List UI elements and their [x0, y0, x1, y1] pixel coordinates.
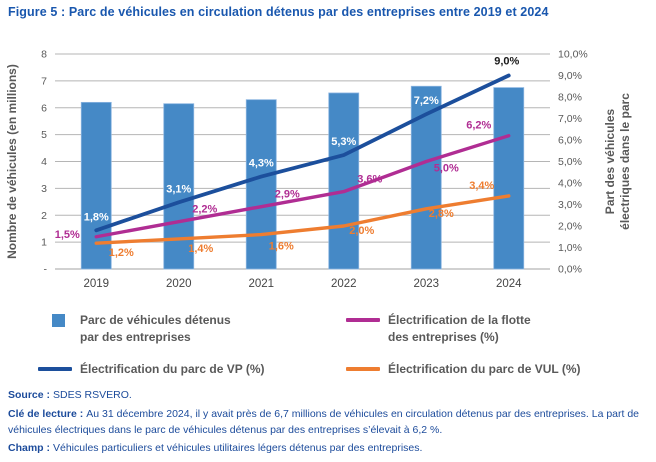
legend-item-bar-parc-label: Parc de véhicules détenus par des entrepr… [80, 313, 231, 345]
bar-2020 [163, 103, 195, 270]
vul-data-label-2021: 1,6% [269, 241, 294, 253]
x-axis-label: 2024 [496, 278, 522, 290]
right-axis-tick-label: 10,0% [558, 49, 588, 61]
right-axis-tick-label: 4,0% [558, 178, 582, 190]
right-axis-tick-label: 5,0% [558, 156, 582, 168]
note-source: Source : SDES RSVERO. [8, 388, 652, 404]
vul-data-label-2022: 2,0% [349, 225, 374, 237]
right-axis-tick-label: 1,0% [558, 242, 582, 254]
figure-title-prefix: Figure 5 : [8, 5, 66, 19]
vp-data-label-2020: 3,1% [166, 183, 191, 195]
right-axis-title-line1: Part des véhicules [603, 108, 617, 214]
left-axis-tick-label: 8 [41, 49, 47, 61]
x-axis-label: 2020 [166, 278, 192, 290]
legend-item-vul-line: Électrification du parc de VUL (%) [344, 361, 632, 378]
right-axis-tick-label: 3,0% [558, 199, 582, 211]
x-axis-label: 2023 [413, 278, 439, 290]
right-axis-tick-label: 6,0% [558, 135, 582, 147]
fleet-data-label-2019: 1,5% [55, 229, 80, 241]
vp-data-label-2023: 7,2% [414, 95, 439, 107]
fleet-line [94, 133, 511, 239]
vul-data-label-2019: 1,2% [109, 247, 134, 259]
left-axis-tick-label: 2 [41, 210, 47, 222]
right-axis-title-line2: électriques dans le parc [618, 93, 632, 230]
fleet-data-label-2024: 6,2% [466, 120, 491, 132]
left-axis-tick-label: 5 [41, 129, 47, 141]
bar-swatch-icon [52, 314, 65, 327]
note-reading-key-label: Clé de lecture : [8, 407, 84, 420]
fleet-data-label-2023: 5,0% [434, 163, 459, 175]
left-axis-tick-label: 4 [41, 156, 47, 168]
left-axis-tick-label: 6 [41, 102, 47, 114]
bar-2024 [493, 87, 525, 270]
legend-item-bar-parc: Parc de véhicules détenus par des entrepr… [36, 312, 344, 347]
right-axis-tick-label: 8,0% [558, 92, 582, 104]
note-scope-label: Champ : [8, 442, 50, 455]
legend-item-vul-line-label: Électrification du parc de VUL (%) [388, 361, 581, 376]
figure-title: Figure 5 : Parc de véhicules en circulat… [8, 5, 652, 19]
fleet-line-swatch-icon [346, 318, 380, 322]
vp-data-label-2021: 4,3% [249, 158, 274, 170]
bar-2021 [245, 99, 277, 270]
legend: Parc de véhicules détenus par des entrepr… [36, 312, 632, 378]
left-axis-tick-label: 1 [41, 237, 47, 249]
fleet-data-label-2021: 2,9% [275, 189, 300, 201]
note-scope-text: Véhicules particuliers et véhicules util… [53, 442, 423, 455]
right-axis-tick-label: 2,0% [558, 221, 582, 233]
vp-line-swatch-icon [38, 366, 72, 371]
x-axis-label: 2022 [331, 278, 357, 290]
left-axis-tick-label: 3 [41, 183, 47, 195]
note-scope: Champ : Véhicules particuliers et véhicul… [8, 441, 652, 457]
vul-line [94, 194, 511, 245]
notes: Source : SDES RSVERO. Clé de lecture : Au … [8, 388, 652, 460]
note-reading-key-text: Au 31 décembre 2024, il y avait près de … [8, 407, 640, 436]
legend-item-fleet-line-label: Électrification de la flotte des entrepri… [388, 313, 531, 345]
left-axis-title: Nombre de véhicules (en millions) [5, 64, 19, 259]
x-axis-label: 2021 [248, 278, 274, 290]
note-source-label: Source : [8, 389, 51, 401]
left-axis-tick-label: 7 [41, 75, 47, 87]
vp-line [94, 73, 511, 233]
legend-item-vp-line-label: Électrification du parc de VP (%) [80, 361, 265, 376]
right-axis-tick-label: 9,0% [558, 70, 582, 82]
left-axis-tick-label: - [44, 264, 48, 276]
note-source-text: SDES RSVERO. [53, 389, 132, 401]
vul-line-swatch-icon [346, 366, 380, 371]
legend-item-vp-line: Électrification du parc de VP (%) [36, 361, 344, 378]
vul-data-label-2020: 1,4% [188, 243, 213, 255]
vul-data-label-2023: 2,8% [429, 208, 454, 220]
vp-data-label-2019: 1,8% [84, 211, 109, 223]
bar-2022 [328, 92, 360, 270]
right-axis-tick-label: 7,0% [558, 113, 582, 125]
figure-title-text: Parc de véhicules en circulation détenus… [68, 5, 549, 19]
fleet-data-label-2020: 2,2% [192, 204, 217, 216]
vp-data-label-2022: 5,3% [331, 136, 356, 148]
fleet-data-label-2022: 3,6% [357, 174, 382, 186]
note-reading-key: Clé de lecture : Au 31 décembre 2024, il … [8, 407, 652, 439]
right-axis-tick-label: 0,0% [558, 264, 582, 276]
legend-item-fleet-line: Électrification de la flotte des entrepri… [344, 312, 632, 347]
bar-2023 [410, 85, 442, 270]
x-axis-label: 2019 [83, 278, 109, 290]
vul-data-label-2024: 3,4% [469, 180, 494, 192]
vp-data-label-2024: 9,0% [494, 56, 519, 68]
combo-chart: - 1 2 3 4 5 6 7 8 0,0% 1,0% 2,0% 3,0% 4,0% 5,0% 6,0% 7,0… [5, 49, 632, 291]
